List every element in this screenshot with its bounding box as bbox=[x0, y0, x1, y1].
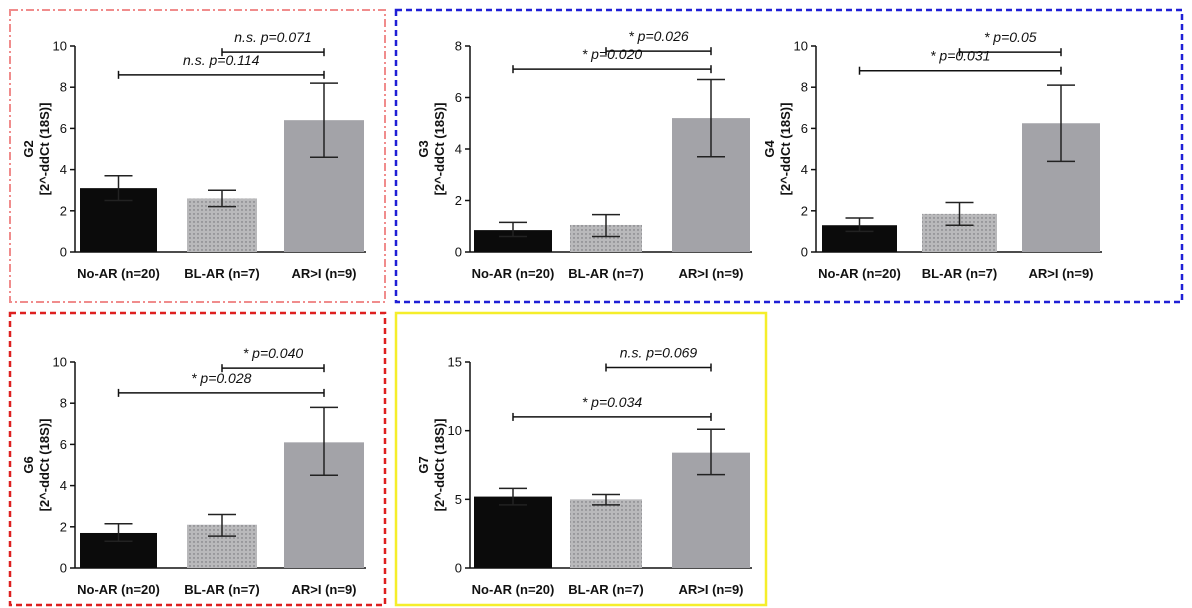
y-tick-label: 2 bbox=[455, 193, 462, 208]
p-value-annotation: n.s. p=0.069 bbox=[620, 344, 698, 360]
y-axis-gene-label: G4 bbox=[762, 140, 777, 158]
y-tick-label: 4 bbox=[60, 478, 67, 493]
y-tick-label: 6 bbox=[455, 90, 462, 105]
y-tick-label: 10 bbox=[448, 423, 462, 438]
y-tick-label: 4 bbox=[801, 162, 808, 177]
y-axis-gene-label: G2 bbox=[21, 140, 36, 157]
y-tick-label: 8 bbox=[60, 396, 67, 411]
y-axis-unit-label: [2^-ddCt (18S)] bbox=[37, 103, 52, 196]
x-category-label: BL-AR (n=7) bbox=[184, 266, 259, 281]
x-category-label: No-AR (n=20) bbox=[472, 266, 555, 281]
chart-g3: 0 2 4 6 8 G3 [2^-ddCt (18S)] No-AR (n=20) BL-AR … bbox=[416, 28, 752, 281]
y-tick-label: 15 bbox=[448, 355, 462, 370]
y-axis-unit-label: [2^-ddCt (18S)] bbox=[432, 419, 447, 512]
y-tick-label: 0 bbox=[801, 245, 808, 260]
chart-g2: 0 2 4 6 8 10 G2 [2^-ddCt (18S)] No-AR (n=20) BL-A… bbox=[21, 29, 366, 281]
y-axis-unit-label: [2^-ddCt (18S)] bbox=[778, 103, 793, 196]
y-tick-label: 10 bbox=[53, 39, 67, 54]
y-tick-label: 10 bbox=[53, 355, 67, 370]
p-value-annotation: n.s. p=0.114 bbox=[183, 52, 260, 68]
bar bbox=[474, 496, 552, 568]
y-tick-label: 5 bbox=[455, 492, 462, 507]
bar bbox=[570, 499, 642, 568]
p-value-annotation: * p=0.026 bbox=[628, 28, 689, 44]
y-tick-label: 6 bbox=[801, 121, 808, 136]
p-value-annotation: * p=0.034 bbox=[582, 394, 643, 410]
y-tick-label: 6 bbox=[60, 437, 67, 452]
x-category-label: BL-AR (n=7) bbox=[184, 582, 259, 597]
x-category-label: AR>I (n=9) bbox=[291, 266, 356, 281]
y-tick-label: 0 bbox=[60, 245, 67, 260]
y-tick-label: 8 bbox=[801, 80, 808, 95]
x-category-label: BL-AR (n=7) bbox=[568, 266, 643, 281]
x-category-label: AR>I (n=9) bbox=[291, 582, 356, 597]
y-tick-label: 8 bbox=[455, 39, 462, 54]
p-value-annotation: n.s. p=0.071 bbox=[234, 29, 311, 45]
chart-g7: 0 5 10 15 G7 [2^-ddCt (18S)] No-AR (n=20) BL-AR… bbox=[416, 344, 752, 597]
chart-g6: 0 2 4 6 8 10 G6 [2^-ddCt (18S)] No-AR (n=20) BL-A… bbox=[21, 345, 366, 597]
x-category-label: No-AR (n=20) bbox=[818, 266, 901, 281]
p-value-annotation: * p=0.031 bbox=[930, 48, 990, 64]
p-value-annotation: * p=0.020 bbox=[582, 46, 643, 62]
y-tick-label: 2 bbox=[60, 519, 67, 534]
x-category-label: No-AR (n=20) bbox=[77, 582, 160, 597]
y-axis-gene-label: G7 bbox=[416, 456, 431, 473]
p-value-annotation: * p=0.028 bbox=[191, 370, 252, 386]
x-category-label: No-AR (n=20) bbox=[77, 266, 160, 281]
y-tick-label: 0 bbox=[60, 561, 67, 576]
y-tick-label: 10 bbox=[794, 39, 808, 54]
y-tick-label: 4 bbox=[60, 162, 67, 177]
y-tick-label: 0 bbox=[455, 561, 462, 576]
frame-g2 bbox=[9, 9, 386, 303]
x-category-label: AR>I (n=9) bbox=[678, 266, 743, 281]
x-category-label: BL-AR (n=7) bbox=[922, 266, 997, 281]
frame-g6 bbox=[8, 311, 387, 607]
y-axis-gene-label: G6 bbox=[21, 456, 36, 473]
frame-g3-g4 bbox=[394, 8, 1184, 304]
bar bbox=[474, 230, 552, 252]
y-axis-unit-label: [2^-ddCt (18S)] bbox=[432, 103, 447, 196]
y-tick-label: 8 bbox=[60, 80, 67, 95]
x-category-label: BL-AR (n=7) bbox=[568, 582, 643, 597]
frame-g7 bbox=[394, 311, 768, 607]
y-tick-label: 6 bbox=[60, 121, 67, 136]
y-tick-label: 2 bbox=[801, 203, 808, 218]
y-axis-unit-label: [2^-ddCt (18S)] bbox=[37, 419, 52, 512]
chart-g4: 0 2 4 6 8 10 G4 [2^-ddCt (18S)] No-AR (n=20) BL-A… bbox=[762, 29, 1102, 281]
x-category-label: AR>I (n=9) bbox=[678, 582, 743, 597]
p-value-annotation: * p=0.040 bbox=[243, 345, 304, 361]
y-tick-label: 2 bbox=[60, 203, 67, 218]
p-value-annotation: * p=0.05 bbox=[984, 29, 1037, 45]
y-tick-label: 4 bbox=[455, 142, 462, 157]
x-category-label: No-AR (n=20) bbox=[472, 582, 555, 597]
x-category-label: AR>I (n=9) bbox=[1028, 266, 1093, 281]
y-axis-gene-label: G3 bbox=[416, 140, 431, 157]
y-tick-label: 0 bbox=[455, 245, 462, 260]
